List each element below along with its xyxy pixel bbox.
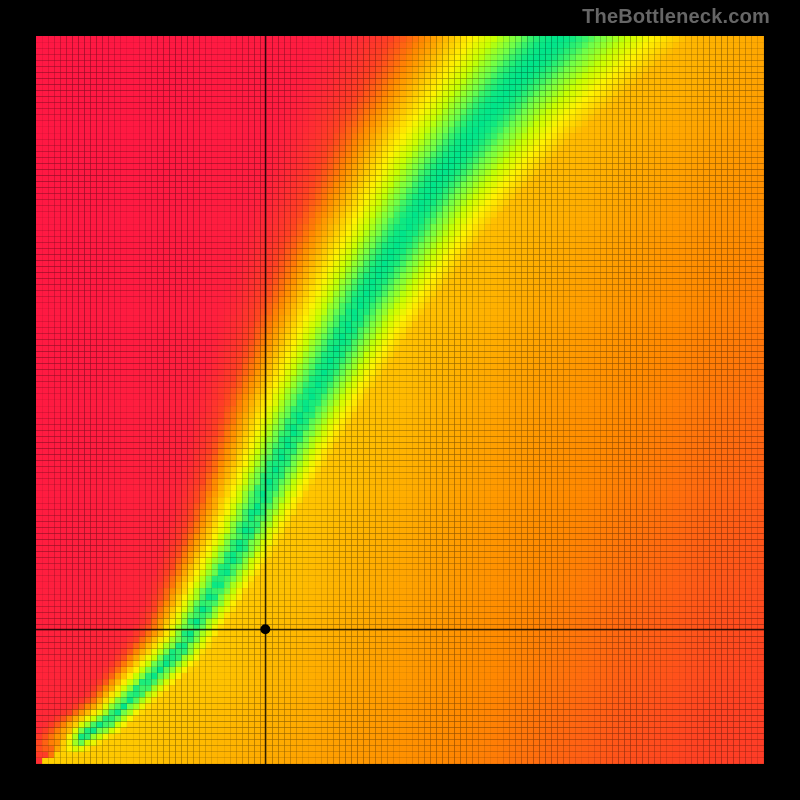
watermark-text: TheBottleneck.com bbox=[582, 6, 770, 29]
bottleneck-heatmap bbox=[0, 0, 800, 800]
chart-container: { "watermark": { "text": "TheBottleneck.… bbox=[0, 0, 800, 800]
